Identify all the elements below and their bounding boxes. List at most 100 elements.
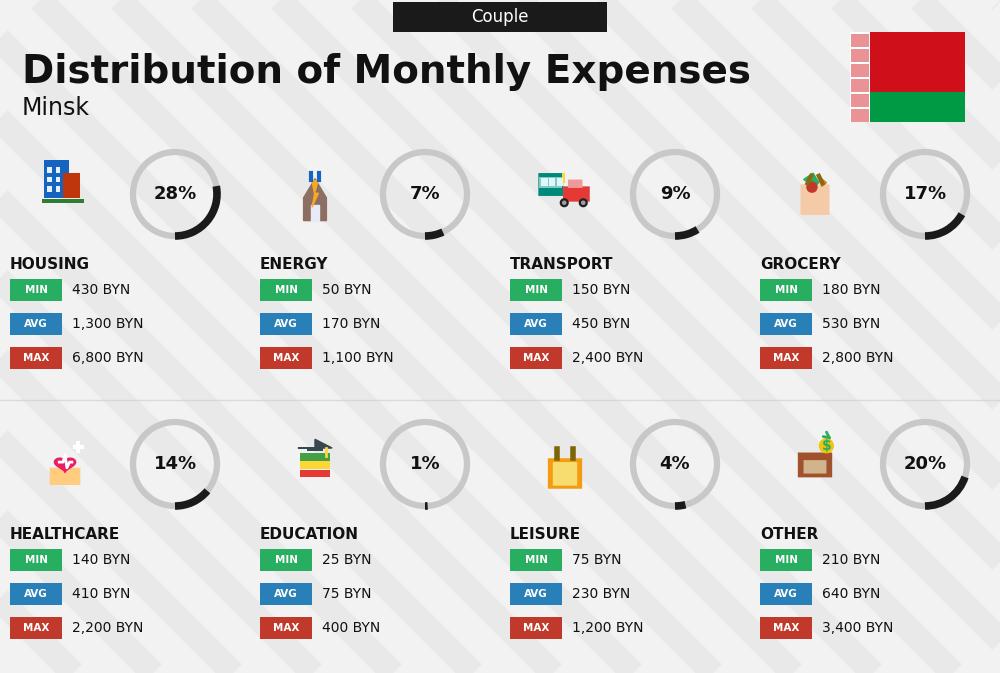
Text: 230 BYN: 230 BYN — [572, 587, 630, 601]
FancyBboxPatch shape — [539, 177, 562, 188]
Text: 14%: 14% — [153, 455, 197, 473]
FancyBboxPatch shape — [260, 279, 312, 301]
FancyBboxPatch shape — [260, 549, 312, 571]
Text: 640 BYN: 640 BYN — [822, 587, 880, 601]
Text: AVG: AVG — [524, 319, 548, 329]
Text: MIN: MIN — [774, 555, 798, 565]
FancyBboxPatch shape — [44, 160, 69, 198]
Text: MAX: MAX — [23, 353, 49, 363]
Text: OTHER: OTHER — [760, 527, 818, 542]
Text: 2,400 BYN: 2,400 BYN — [572, 351, 643, 365]
Text: HEALTHCARE: HEALTHCARE — [10, 527, 120, 542]
FancyBboxPatch shape — [563, 186, 590, 202]
FancyBboxPatch shape — [851, 34, 869, 47]
FancyBboxPatch shape — [510, 549, 562, 571]
Text: 450 BYN: 450 BYN — [572, 317, 630, 331]
FancyBboxPatch shape — [760, 617, 812, 639]
FancyBboxPatch shape — [562, 173, 565, 182]
FancyBboxPatch shape — [10, 583, 62, 605]
Text: 210 BYN: 210 BYN — [822, 553, 880, 567]
Polygon shape — [312, 180, 318, 207]
FancyBboxPatch shape — [307, 447, 323, 451]
Text: MIN: MIN — [24, 285, 48, 295]
Text: 2,200 BYN: 2,200 BYN — [72, 621, 143, 635]
FancyBboxPatch shape — [260, 617, 312, 639]
Text: 170 BYN: 170 BYN — [322, 317, 380, 331]
Polygon shape — [311, 205, 319, 221]
Text: MAX: MAX — [523, 623, 549, 633]
FancyBboxPatch shape — [549, 178, 555, 186]
FancyBboxPatch shape — [850, 32, 870, 122]
Text: 75 BYN: 75 BYN — [572, 553, 622, 567]
FancyBboxPatch shape — [850, 32, 965, 92]
FancyBboxPatch shape — [798, 452, 832, 477]
Text: AVG: AVG — [774, 589, 798, 599]
FancyBboxPatch shape — [300, 470, 330, 477]
FancyBboxPatch shape — [538, 173, 563, 196]
Circle shape — [562, 201, 567, 205]
Text: MAX: MAX — [273, 623, 299, 633]
Text: 3,400 BYN: 3,400 BYN — [822, 621, 893, 635]
Text: 530 BYN: 530 BYN — [822, 317, 880, 331]
Text: MIN: MIN — [274, 555, 298, 565]
Polygon shape — [54, 458, 76, 472]
FancyBboxPatch shape — [10, 549, 62, 571]
FancyBboxPatch shape — [10, 279, 62, 301]
Circle shape — [581, 201, 586, 205]
Text: AVG: AVG — [274, 589, 298, 599]
Text: 28%: 28% — [153, 185, 197, 203]
FancyBboxPatch shape — [50, 468, 80, 485]
FancyBboxPatch shape — [47, 168, 52, 173]
Circle shape — [806, 182, 818, 193]
Text: MIN: MIN — [274, 285, 298, 295]
Text: TRANSPORT: TRANSPORT — [510, 257, 614, 272]
Text: MAX: MAX — [23, 623, 49, 633]
Text: 17%: 17% — [903, 185, 947, 203]
FancyBboxPatch shape — [63, 173, 80, 198]
FancyBboxPatch shape — [851, 94, 869, 107]
FancyBboxPatch shape — [260, 583, 312, 605]
FancyBboxPatch shape — [851, 49, 869, 62]
FancyBboxPatch shape — [10, 617, 62, 639]
Text: 180 BYN: 180 BYN — [822, 283, 881, 297]
Text: 1,200 BYN: 1,200 BYN — [572, 621, 644, 635]
Text: 1,300 BYN: 1,300 BYN — [72, 317, 144, 331]
Text: 1,100 BYN: 1,100 BYN — [322, 351, 394, 365]
FancyBboxPatch shape — [300, 453, 330, 460]
Text: 400 BYN: 400 BYN — [322, 621, 380, 635]
Polygon shape — [817, 175, 826, 186]
FancyBboxPatch shape — [760, 549, 812, 571]
Circle shape — [560, 198, 569, 207]
Circle shape — [579, 198, 588, 207]
FancyBboxPatch shape — [804, 460, 826, 474]
FancyBboxPatch shape — [557, 178, 563, 186]
Text: Couple: Couple — [471, 8, 529, 26]
Text: 410 BYN: 410 BYN — [72, 587, 130, 601]
Text: MAX: MAX — [773, 353, 799, 363]
FancyBboxPatch shape — [47, 186, 52, 192]
FancyBboxPatch shape — [300, 461, 330, 469]
FancyBboxPatch shape — [510, 583, 562, 605]
FancyBboxPatch shape — [851, 64, 869, 77]
Text: 1%: 1% — [410, 455, 440, 473]
Text: Distribution of Monthly Expenses: Distribution of Monthly Expenses — [22, 53, 751, 91]
FancyBboxPatch shape — [510, 617, 562, 639]
Text: GROCERY: GROCERY — [760, 257, 841, 272]
Text: MAX: MAX — [523, 353, 549, 363]
FancyBboxPatch shape — [541, 178, 548, 186]
FancyBboxPatch shape — [510, 347, 562, 369]
Text: MAX: MAX — [773, 623, 799, 633]
Text: LEISURE: LEISURE — [510, 527, 581, 542]
FancyBboxPatch shape — [42, 199, 84, 203]
FancyBboxPatch shape — [568, 180, 582, 188]
FancyBboxPatch shape — [56, 186, 60, 192]
FancyBboxPatch shape — [760, 583, 812, 605]
Polygon shape — [298, 439, 332, 448]
Text: HOUSING: HOUSING — [10, 257, 90, 272]
Text: AVG: AVG — [274, 319, 298, 329]
FancyBboxPatch shape — [510, 279, 562, 301]
Text: MIN: MIN — [524, 555, 548, 565]
Polygon shape — [304, 179, 326, 221]
Text: AVG: AVG — [774, 319, 798, 329]
Text: 150 BYN: 150 BYN — [572, 283, 630, 297]
